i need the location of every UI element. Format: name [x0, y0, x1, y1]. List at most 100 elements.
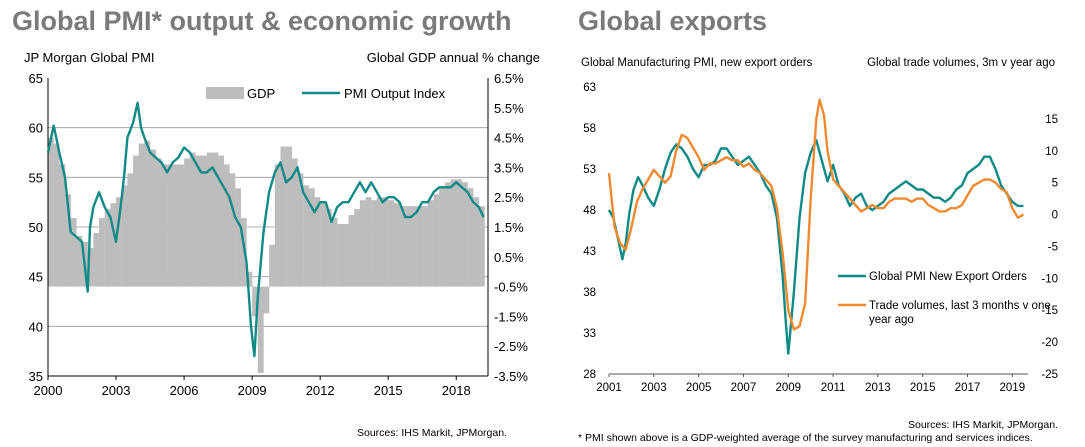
gdp-bar	[337, 224, 344, 287]
gdp-bar	[87, 247, 94, 287]
export-orders-line	[607, 139, 1024, 355]
gdp-bar	[138, 143, 145, 287]
gdp-bar	[382, 197, 389, 287]
x-tick-label: 2003	[641, 382, 667, 394]
x-tick-label: 2003	[102, 383, 131, 398]
gdp-bar	[218, 155, 224, 287]
x-tick-label: 2012	[306, 383, 335, 398]
y-tick-label-left: 48	[583, 205, 596, 217]
y-tick-label-right: -25	[1041, 369, 1058, 381]
gdp-bar	[229, 173, 236, 287]
x-tick-label: 2001	[596, 382, 622, 394]
gdp-bar	[427, 200, 434, 287]
x-tick-label: 2009	[775, 382, 801, 394]
x-tick-label: 2007	[731, 382, 757, 394]
trade-volumes-line	[607, 98, 1025, 331]
gdp-bar	[331, 218, 338, 287]
legend-pmi-label: PMI Output Index	[344, 86, 446, 101]
gdp-bar	[388, 200, 395, 287]
y-tick-label-left: 33	[583, 328, 596, 340]
legend-gdp-swatch	[206, 87, 244, 99]
gdp-bar	[127, 173, 134, 287]
y-tick-label-right: 1.5%	[494, 220, 524, 235]
x-tick-label: 2017	[955, 382, 981, 394]
y-tick-label-left: 43	[583, 246, 596, 258]
gdp-bar	[320, 203, 327, 287]
gdp-bar	[416, 206, 423, 287]
left-sources-note: Sources: IHS Markit, JPMorgan.	[357, 427, 507, 439]
right-chart-title: Global exports	[578, 6, 768, 36]
gdp-bar	[99, 218, 105, 287]
gdp-bar	[206, 152, 213, 287]
pmi-output-line	[46, 101, 485, 358]
gdp-bar	[59, 164, 66, 287]
gdp-bar	[433, 194, 440, 287]
y-tick-label-right: 5.5%	[494, 101, 524, 116]
gdp-bar	[314, 197, 321, 287]
y-tick-label-left: 55	[29, 170, 43, 185]
gdp-bar	[371, 200, 378, 287]
right-axis-label: Global trade volumes, 3m v year ago	[867, 57, 1055, 69]
left-axis-label: JP Morgan Global PMI	[24, 50, 155, 65]
gdp-bar	[189, 152, 196, 287]
gdp-bar	[456, 179, 463, 287]
gdp-bar	[444, 182, 451, 287]
gdp-bar	[359, 200, 366, 287]
gdp-bar	[172, 164, 179, 287]
gdp-bar	[167, 164, 173, 287]
x-tick-label: 2005	[686, 382, 712, 394]
y-tick-label-right: 15	[1045, 114, 1058, 126]
gdp-bar	[212, 152, 219, 287]
y-tick-label-left: 60	[29, 121, 43, 136]
gdp-bar	[150, 149, 156, 287]
y-tick-label-right: 4.5%	[494, 131, 524, 146]
gdp-bar	[161, 164, 168, 287]
gdp-bar	[274, 164, 281, 287]
gdp-bar	[393, 203, 400, 287]
gdp-bar	[303, 185, 310, 287]
gdp-bar	[461, 182, 468, 287]
gdp-bar	[354, 209, 361, 287]
x-tick-label: 2015	[910, 382, 936, 394]
y-tick-label-right: 2.5%	[494, 190, 524, 205]
y-tick-label-left: 38	[583, 287, 596, 299]
y-tick-label-left: 53	[583, 164, 596, 176]
gdp-bar	[399, 206, 406, 287]
legend-gdp-label: GDP	[247, 86, 275, 101]
y-tick-label-right: 10	[1045, 146, 1058, 158]
right-axis-label: Global GDP annual % change	[367, 50, 540, 65]
gdp-bar	[144, 140, 151, 287]
legend-export-label: Global PMI New Export Orders	[869, 271, 1027, 283]
left-chart: 65 60 55 50 45 40 35 6.5% 5.5% 4.5% 3.5% 2.5% 1.5% 0.…	[24, 50, 540, 398]
gdp-bar	[467, 188, 474, 287]
y-tick-label-left: 40	[29, 319, 43, 334]
y-tick-label-right: 5	[1052, 178, 1058, 190]
gdp-bar	[286, 146, 293, 287]
y-tick-label-right: 6.5%	[494, 71, 524, 86]
gdp-bar	[184, 158, 190, 287]
gdp-bar	[308, 188, 315, 287]
y-tick-label-right: 0.5%	[494, 250, 524, 265]
gdp-bar	[450, 179, 457, 287]
left-axis-label: Global Manufacturing PMI, new export ord…	[581, 57, 813, 69]
gdp-bar	[65, 194, 71, 287]
right-sources-note: Sources: IHS Markit, JPMorgan.	[908, 419, 1058, 431]
gdp-bar	[178, 164, 185, 287]
left-chart-title: Global PMI* output & economic growth	[12, 6, 512, 36]
gdp-bar	[263, 286, 270, 314]
y-tick-label-right: -20	[1041, 337, 1058, 349]
x-tick-label: 2000	[34, 383, 63, 398]
y-tick-label-right: -2.5%	[494, 339, 528, 354]
gdp-bar	[342, 224, 349, 287]
gdp-bar	[133, 155, 139, 287]
y-tick-label-right: 0	[1052, 210, 1058, 222]
y-tick-label-right: -15	[1041, 305, 1058, 317]
x-tick-label: 2009	[238, 383, 267, 398]
x-tick-label: 2019	[1000, 382, 1026, 394]
gdp-bar	[269, 244, 276, 287]
y-tick-label-right: -1.5%	[494, 309, 528, 324]
y-tick-label-left: 58	[583, 123, 596, 135]
gdp-bar	[405, 206, 412, 287]
y-tick-label-left: 45	[29, 270, 43, 285]
gdp-bar	[478, 206, 485, 287]
